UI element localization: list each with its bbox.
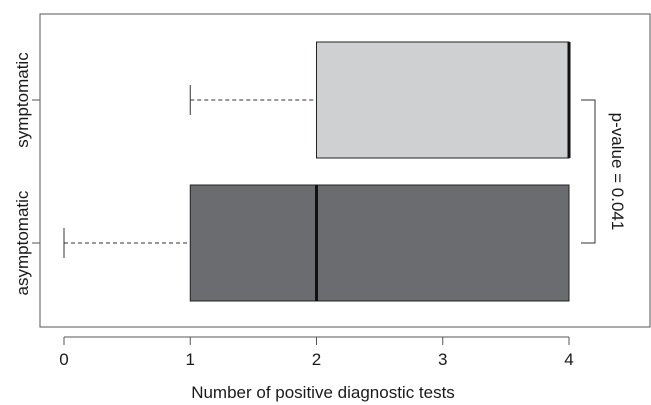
box-symptomatic — [316, 41, 570, 159]
boxes — [63, 41, 571, 302]
x-tick-label-3: 3 — [438, 350, 447, 369]
x-tick-label-0: 0 — [59, 350, 68, 369]
x-tick-label-1: 1 — [186, 350, 195, 369]
significance-bracket: p-value = 0.041 — [581, 99, 627, 244]
box-asymptomatic — [189, 184, 570, 302]
x-axis-label: Number of positive diagnostic tests — [191, 383, 455, 402]
p-value-annotation: p-value = 0.041 — [608, 113, 627, 231]
y-axis-categories: asymptomatic symptomatic — [13, 52, 40, 295]
y-tick-label-symptomatic: symptomatic — [13, 52, 32, 148]
x-axis: 0 1 2 3 4 — [59, 336, 574, 369]
x-tick-label-4: 4 — [564, 350, 573, 369]
plot-frame — [39, 13, 651, 328]
bracket-line — [581, 99, 596, 244]
y-tick-label-asymptomatic: asymptomatic — [13, 190, 32, 295]
x-tick-label-2: 2 — [312, 350, 321, 369]
